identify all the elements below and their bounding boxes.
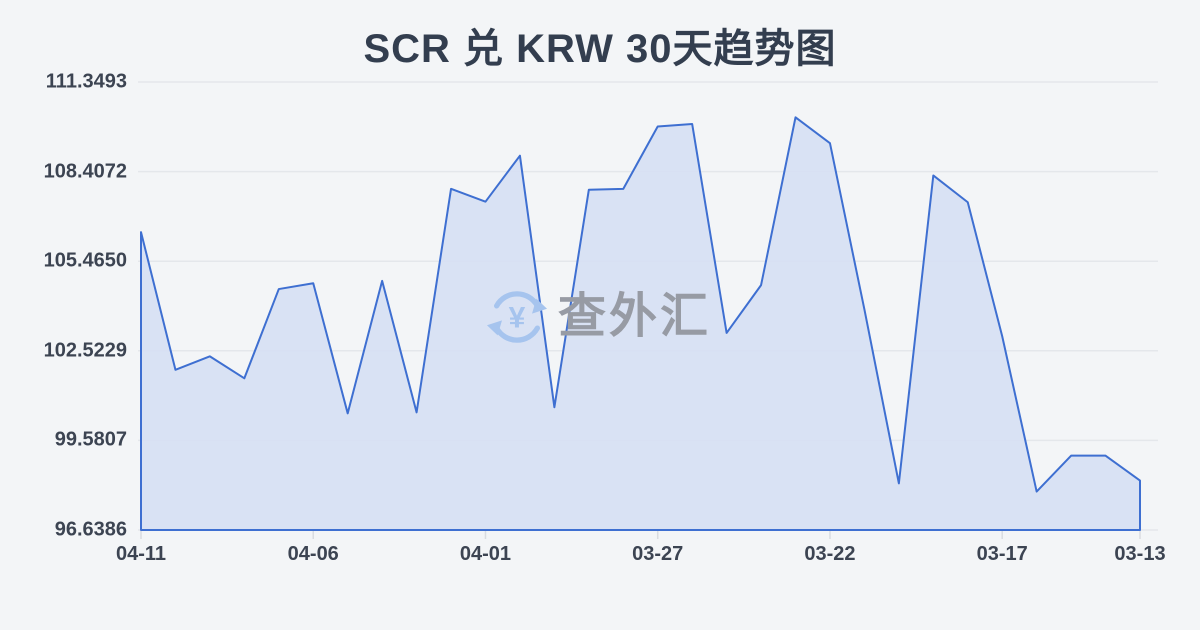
arrow-head-icon xyxy=(532,298,548,314)
y-axis-label: 108.4072 xyxy=(43,160,127,183)
x-axis-label: 04-01 xyxy=(459,543,512,565)
y-axis-label: 96.6386 xyxy=(54,518,127,541)
chart-title: SCR 兑 KRW 30天趋势图 xyxy=(363,27,837,71)
price-area-series xyxy=(140,116,1141,531)
arrow-head-icon xyxy=(486,320,502,336)
x-axis-label: 03-22 xyxy=(804,543,856,565)
currency-exchange-icon: ¥ xyxy=(486,291,548,343)
watermark: ¥ 查外汇 xyxy=(486,286,711,348)
y-axis-label: 102.5229 xyxy=(43,339,127,362)
x-axis-label: 03-27 xyxy=(632,543,684,565)
watermark-text: 查外汇 xyxy=(558,290,712,343)
y-axis-label: 99.5807 xyxy=(54,428,127,451)
x-axis-label: 04-06 xyxy=(287,543,339,565)
x-axis-label: 03-13 xyxy=(1114,543,1166,565)
y-axis-label: 105.4650 xyxy=(43,249,127,272)
yen-symbol: ¥ xyxy=(509,302,526,335)
x-axis-label: 04-11 xyxy=(115,543,167,565)
y-axis-label: 111.3493 xyxy=(45,70,127,93)
x-axis-label: 03-17 xyxy=(976,543,1028,565)
